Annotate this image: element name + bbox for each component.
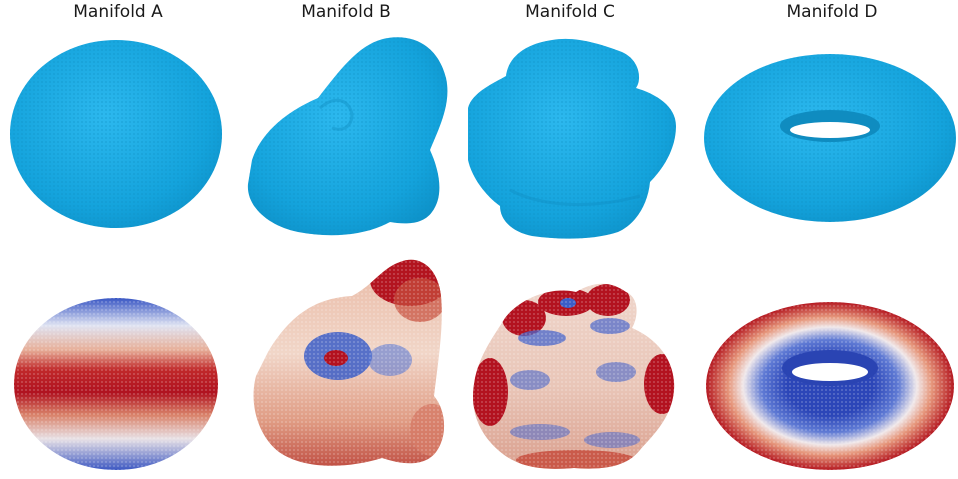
manifold-a-title: Manifold A xyxy=(73,2,163,22)
manifold-b-title: Manifold B xyxy=(301,2,391,22)
manifold-a-colored xyxy=(14,298,218,470)
manifold-d-title: Manifold D xyxy=(786,2,878,22)
manifold-d-uniform xyxy=(704,54,956,222)
manifold-b-uniform xyxy=(247,37,448,236)
manifold-c-title: Manifold C xyxy=(525,2,615,22)
manifold-a-uniform xyxy=(10,40,222,228)
manifold-c-uniform xyxy=(468,38,676,239)
manifold-b-colored xyxy=(253,259,445,466)
manifold-c-colored xyxy=(473,283,675,469)
manifold-d-colored xyxy=(706,302,954,470)
